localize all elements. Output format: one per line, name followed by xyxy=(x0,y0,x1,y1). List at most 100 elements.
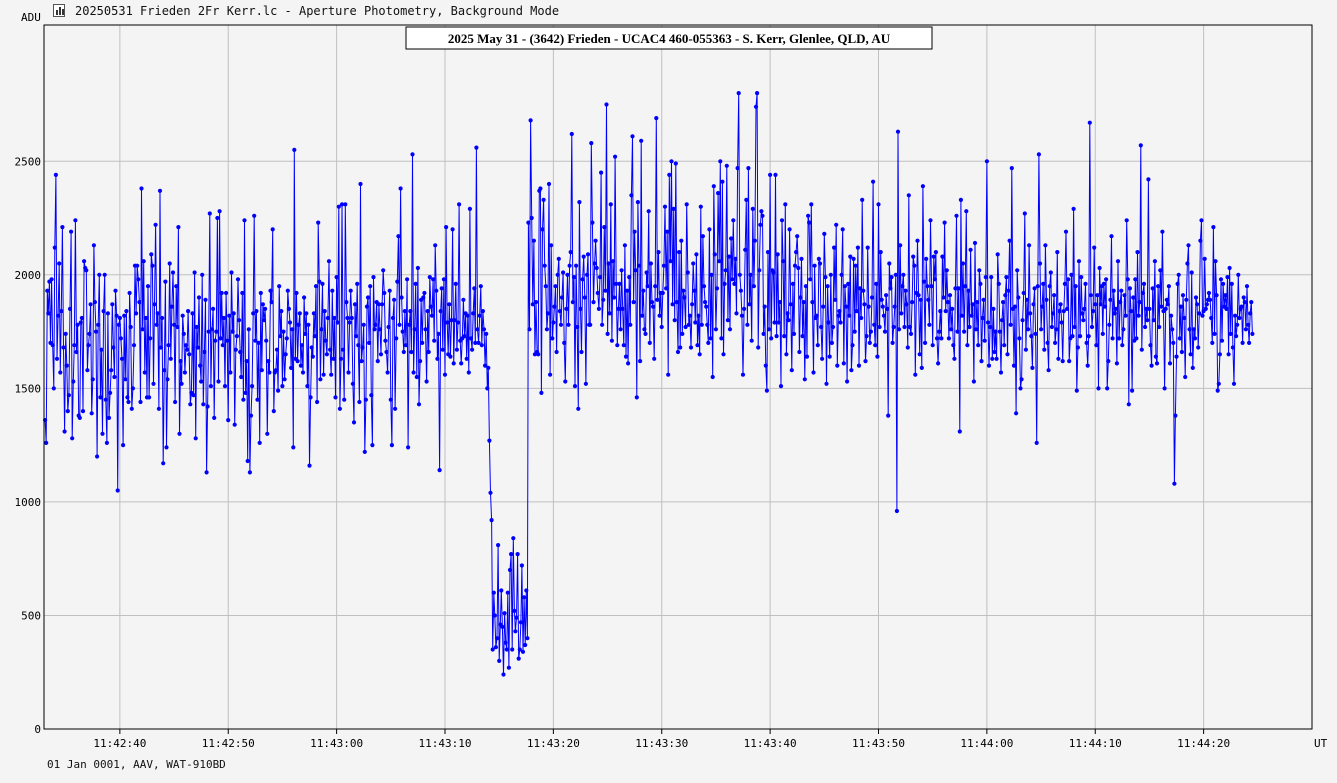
data-point xyxy=(951,343,956,348)
data-point xyxy=(416,402,422,407)
data-point xyxy=(311,311,316,316)
data-point xyxy=(1032,286,1037,291)
data-point xyxy=(390,315,396,321)
data-point xyxy=(761,331,766,336)
data-point xyxy=(789,368,794,373)
x-tick-label: 11:44:20 xyxy=(1177,737,1230,750)
data-point xyxy=(138,399,143,405)
data-point xyxy=(568,250,573,255)
data-point xyxy=(369,393,374,398)
data-point xyxy=(833,297,838,302)
data-point xyxy=(858,286,863,291)
data-point xyxy=(1157,324,1162,330)
data-point xyxy=(395,279,400,284)
data-point xyxy=(996,281,1001,286)
data-point xyxy=(884,293,889,298)
data-point xyxy=(877,324,882,330)
data-point xyxy=(442,372,448,377)
data-point xyxy=(580,277,585,282)
data-point xyxy=(371,275,376,280)
data-point xyxy=(1091,309,1096,314)
data-point xyxy=(108,390,113,395)
data-point xyxy=(848,254,853,259)
data-point xyxy=(619,268,624,273)
data-point xyxy=(252,213,257,218)
data-point xyxy=(198,363,203,368)
data-point xyxy=(58,370,63,375)
data-point xyxy=(380,302,385,307)
data-point xyxy=(309,345,314,350)
data-point xyxy=(648,261,654,266)
data-point xyxy=(123,377,128,382)
data-point xyxy=(497,658,502,664)
data-point xyxy=(734,311,739,316)
data-point xyxy=(722,281,727,286)
data-point xyxy=(231,311,236,316)
data-point xyxy=(958,197,964,202)
data-point xyxy=(595,290,600,296)
data-point xyxy=(949,327,954,332)
data-point xyxy=(692,288,697,293)
data-point xyxy=(915,238,920,243)
data-point xyxy=(77,415,82,420)
data-point xyxy=(52,245,57,250)
data-point xyxy=(1128,309,1134,314)
data-point xyxy=(192,270,197,275)
data-point xyxy=(585,252,591,257)
data-point xyxy=(545,311,551,316)
data-point xyxy=(1034,440,1039,445)
data-point xyxy=(1036,152,1041,157)
data-point xyxy=(986,363,992,368)
data-point xyxy=(970,302,975,307)
data-point xyxy=(825,284,830,289)
data-point xyxy=(318,377,323,382)
data-point xyxy=(1021,290,1026,296)
data-point xyxy=(502,611,507,616)
data-point xyxy=(1135,250,1140,255)
data-point xyxy=(484,331,489,336)
data-point xyxy=(755,91,760,96)
data-point xyxy=(969,313,974,318)
data-point xyxy=(150,263,155,268)
data-point xyxy=(457,202,462,207)
data-point xyxy=(128,324,133,330)
data-point xyxy=(907,324,913,330)
data-point xyxy=(289,365,294,370)
data-point xyxy=(359,359,364,364)
data-point xyxy=(1011,363,1017,368)
data-point xyxy=(342,397,347,402)
data-point xyxy=(941,295,946,300)
data-point xyxy=(331,356,336,361)
data-point xyxy=(1169,313,1174,318)
data-point xyxy=(437,468,442,473)
data-point xyxy=(1183,374,1188,380)
data-point xyxy=(433,243,438,248)
data-point xyxy=(205,404,210,409)
data-point xyxy=(213,338,218,343)
data-point xyxy=(1007,238,1012,243)
data-point xyxy=(832,245,837,250)
data-point xyxy=(1221,281,1226,286)
data-point xyxy=(791,331,797,336)
data-point xyxy=(1175,281,1180,286)
data-point xyxy=(232,422,237,427)
data-point xyxy=(872,322,877,327)
data-point xyxy=(589,141,594,146)
data-point xyxy=(1061,309,1066,314)
data-point xyxy=(514,615,519,620)
data-point xyxy=(178,359,183,364)
data-point xyxy=(333,395,338,400)
app-icon[interactable] xyxy=(53,4,65,17)
data-point xyxy=(727,327,733,332)
data-point xyxy=(465,313,470,318)
data-point xyxy=(259,368,264,373)
data-point xyxy=(329,372,334,377)
data-point xyxy=(563,379,568,384)
data-point xyxy=(215,215,220,221)
data-point xyxy=(322,309,327,314)
data-point xyxy=(808,277,813,282)
data-point xyxy=(357,399,362,405)
data-point xyxy=(874,281,879,286)
data-point xyxy=(775,252,780,257)
data-point xyxy=(1217,352,1222,357)
